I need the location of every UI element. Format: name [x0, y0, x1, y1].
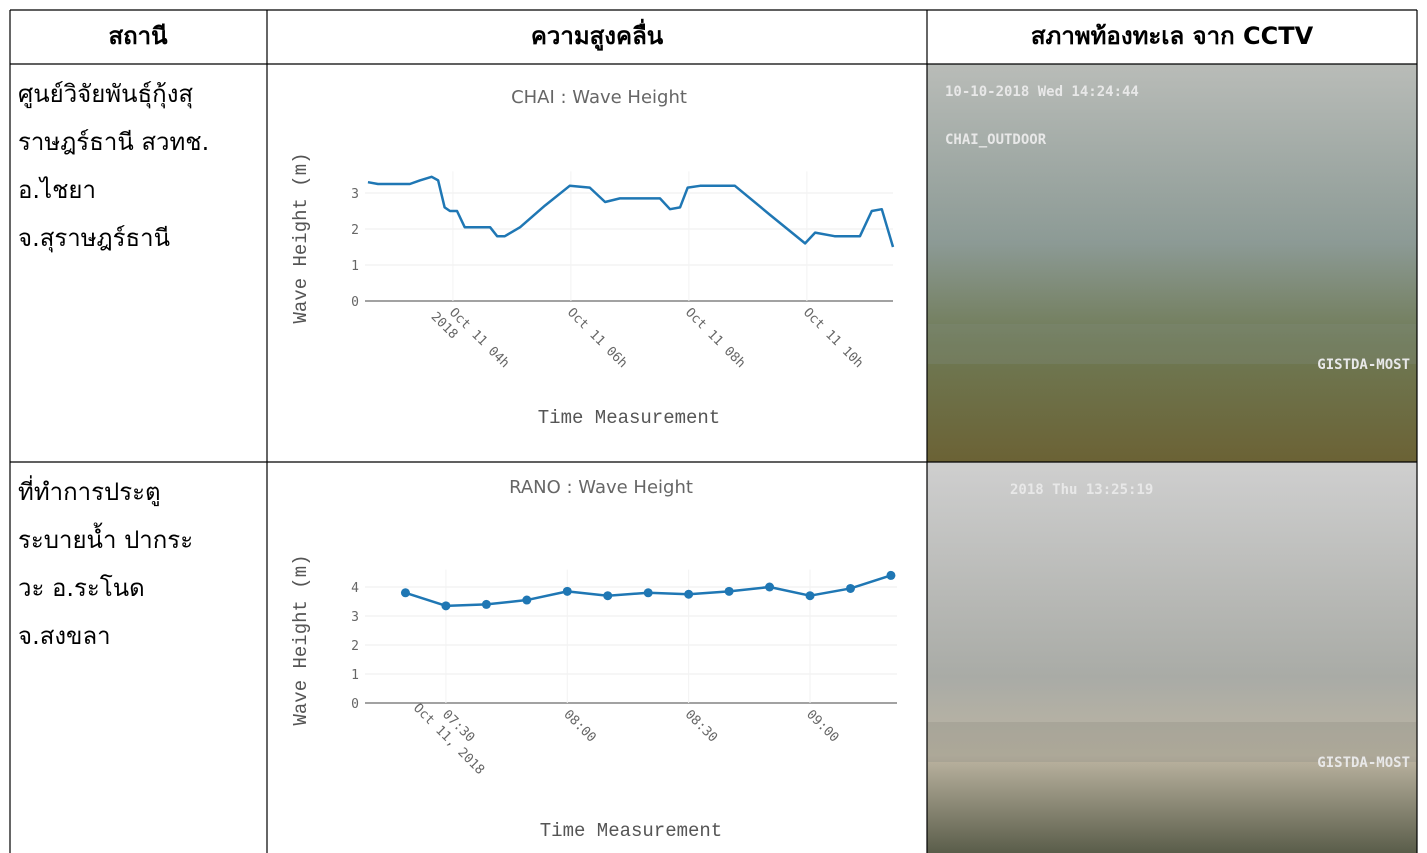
cctv-foreground [928, 324, 1416, 364]
data-point [643, 588, 653, 598]
cctv-foreground [928, 722, 1416, 762]
station-name: จ.สงขลา [18, 622, 111, 650]
x-axis-label: Time Measurement [538, 407, 720, 429]
station-name: อ.ไชยา [18, 176, 96, 204]
y-tick-label: 0 [351, 697, 359, 712]
x-tick: Oct 11 08h [682, 305, 748, 371]
x-tick-label: Oct 11 10h [800, 305, 866, 371]
y-axis-label: Wave Height (m) [290, 152, 312, 323]
data-point [845, 583, 855, 593]
station-name: วะ อ.ระโนด [18, 574, 145, 602]
y-tick-label: 4 [351, 581, 359, 596]
cctv-watermark: GISTDA-MOST [1317, 755, 1410, 771]
data-point [805, 591, 815, 601]
x-tick-label: 08:00 [560, 707, 598, 745]
y-tick-label: 1 [351, 259, 359, 274]
data-point [684, 589, 694, 599]
data-point [441, 601, 451, 611]
x-tick: Oct 11 06h [564, 305, 630, 371]
cctv-camera: CHAI_OUTDOOR [945, 132, 1047, 148]
table-grid [9, 9, 1418, 853]
data-line [367, 175, 895, 248]
data-point [522, 595, 532, 605]
cctv-timestamp: 10-10-2018 Wed 14:24:44 [945, 84, 1139, 100]
data-point [400, 588, 410, 598]
chart-title: CHAI : Wave Height [511, 87, 687, 108]
data-point [886, 570, 896, 580]
x-tick-label: Oct 11 08h [682, 305, 748, 371]
x-axis-label: Time Measurement [540, 820, 722, 842]
header-cell: สถานี [108, 22, 168, 50]
x-tick: Oct 11 10h [800, 305, 866, 371]
x-tick-label: Oct 11 04h [446, 305, 512, 371]
cctv-image [927, 64, 1417, 462]
x-tick: 08:30 [682, 707, 720, 745]
x-tick: 09:00 [803, 707, 841, 745]
data-point [481, 599, 491, 609]
cctv-watermark: GISTDA-MOST [1317, 357, 1410, 373]
chart-title: RANO : Wave Height [509, 477, 693, 498]
station-name: ศูนย์วิจัยพันธุ์กุ้งสุ [18, 80, 193, 109]
y-tick-label: 3 [351, 187, 359, 202]
y-tick-label: 3 [351, 610, 359, 625]
x-tick-label: Oct 11 06h [564, 305, 630, 371]
y-axis-label: Wave Height (m) [290, 554, 312, 725]
y-tick-label: 2 [351, 639, 359, 654]
data-point [562, 586, 572, 596]
y-tick-label: 0 [351, 295, 359, 310]
x-tick: 08:00 [560, 707, 598, 745]
data-point [765, 582, 775, 592]
data-point [724, 586, 734, 596]
header-cell: ความสูงคลื่น [531, 18, 664, 51]
station-name: ราษฎร์ธานี สวทช. [18, 128, 209, 156]
header-cell: สภาพท้องทะเล จาก CCTV [1031, 22, 1314, 50]
y-tick-label: 2 [351, 223, 359, 238]
data-point [603, 591, 613, 601]
y-tick-label: 1 [351, 668, 359, 683]
station-name: ระบายน้ำ ปากระ [18, 522, 193, 554]
x-tick-label: 09:00 [803, 707, 841, 745]
cctv-image [927, 462, 1417, 853]
cctv-timestamp: 2018 Thu 13:25:19 [1010, 482, 1153, 498]
station-name: จ.สุราษฎร์ธานี [18, 224, 170, 253]
x-tick-label: 08:30 [682, 707, 720, 745]
station-name: ที่ทำการประตู [18, 475, 161, 507]
